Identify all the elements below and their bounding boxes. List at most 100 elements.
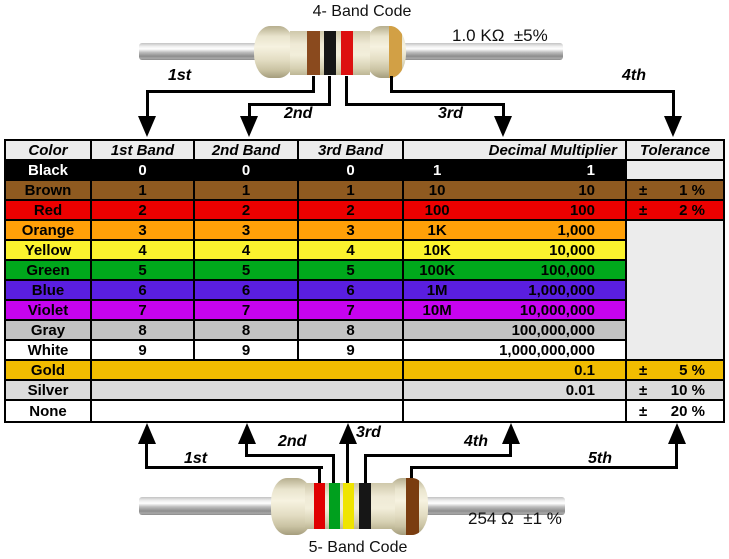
four-band-value: 1.0 KΩ ±5% [452,26,548,45]
multiplier-short: 10M [422,301,452,319]
row-white-multiplier: 1,000,000,000 [404,341,627,361]
multiplier-short: 1 [432,161,442,179]
arrow-top-3rd-horizontal [345,103,505,106]
row-white-band2: 9 [195,341,299,361]
column-header-3: 3rd Band [299,141,404,161]
multiplier-long: 1,000 [557,221,595,239]
gold-band [389,26,402,78]
row-yellow-band1: 4 [92,241,195,261]
arrow-up-4th-icon [502,423,520,444]
arrow-top-1st-stub [312,76,315,93]
row-gray-band1: 8 [92,321,195,341]
arrow-bottom-4th-vertical [509,442,512,457]
multiplier-short: 1K [427,221,447,239]
multiplier-long: 0.1 [574,361,595,379]
row-brown-band2: 1 [195,181,299,201]
row-none-color: None [6,401,92,421]
four-band-title: 4- Band Code [312,3,412,20]
row-none-bands-empty [92,401,404,421]
arrow-bottom-2nd-stub [332,454,335,483]
arrow-top-2nd-horizontal [248,103,331,106]
row-orange-band1: 3 [92,221,195,241]
arrow-bottom-2nd-vertical [245,442,248,457]
row-red-tolerance: ±2 % [627,201,723,221]
row-white-band3: 9 [299,341,404,361]
row-blue-band1: 6 [92,281,195,301]
arrow-top-3rd-stub [345,76,348,106]
row-black-color: Black [6,161,92,181]
row-green-band2: 5 [195,261,299,281]
column-header-5: Tolerance [627,141,723,161]
row-silver-color: Silver [6,381,92,401]
arrow-bottom-5th-vertical [675,442,678,469]
row-gray-multiplier: 100,000,000 [404,321,627,341]
arrow-bottom-1st-vertical [145,442,148,469]
row-yellow-band3: 4 [299,241,404,261]
plus-minus-sign: ± [639,402,648,420]
bottom-band-label-5th: 5th [588,450,612,467]
multiplier-long: 1 [586,161,595,179]
arrow-bottom-2nd-horizontal [245,454,335,457]
bottom-band-label-2nd: 2nd [278,433,307,450]
arrow-up-3rd-icon [339,423,357,444]
row-red-color: Red [6,201,92,221]
multiplier-short: 10K [423,241,451,259]
row-yellow-band2: 4 [195,241,299,261]
plus-minus-sign: ± [639,201,648,219]
row-violet-band2: 7 [195,301,299,321]
brown-band [406,478,419,535]
top-band-label-4th: 4th [622,67,646,84]
row-silver-multiplier: 0.01 [404,381,627,401]
arrow-top-1st-horizontal [146,90,315,93]
multiplier-short: 100 [424,201,450,219]
bottom-band-label-4th: 4th [464,433,488,450]
row-brown-multiplier: 10 10 [404,181,627,201]
multiplier-short: 1M [426,281,448,299]
yellow-band [343,483,354,529]
multiplier-long: 1,000,000,000 [499,341,595,359]
tolerance-value: 5 % [679,361,705,379]
row-red-band1: 2 [92,201,195,221]
row-white-color: White [6,341,92,361]
row-blue-multiplier: 1M 1,000,000 [404,281,627,301]
row-white-band1: 9 [92,341,195,361]
row-gold-multiplier: 0.1 [404,361,627,381]
multiplier-short: 10 [428,181,446,199]
tolerance-value: 10 % [670,381,705,399]
row-silver-bands-empty [92,381,404,401]
row-brown-color: Brown [6,181,92,201]
arrow-top-4th-horizontal [390,90,675,93]
multiplier-long: 0.01 [565,381,595,399]
row-gold-tolerance: ±5 % [627,361,723,381]
tolerance-value: 2 % [679,201,705,219]
arrow-top-4th-stub [390,76,393,93]
multiplier-long: 10,000,000 [519,301,595,319]
column-header-0: Color [6,141,92,161]
bottom-band-label-1st: 1st [184,450,208,467]
multiplier-short: 100K [419,261,456,279]
row-none-multiplier [404,401,627,421]
arrow-top-4th-vertical [672,90,675,120]
row-orange-band3: 3 [299,221,404,241]
row-violet-band3: 7 [299,301,404,321]
row-yellow-multiplier: 10K 10,000 [404,241,627,261]
brown-band [307,31,320,75]
row-orange-color: Orange [6,221,92,241]
row-gray-color: Gray [6,321,92,341]
arrow-up-1st-icon [138,423,156,444]
plus-minus-sign: ± [639,181,648,199]
row-green-multiplier: 100K 100,000 [404,261,627,281]
tolerance-empty-merged [627,221,723,361]
row-red-band3: 2 [299,201,404,221]
row-brown-tolerance: ±1 % [627,181,723,201]
plus-minus-sign: ± [639,361,648,379]
arrow-down-2nd-icon [240,116,258,137]
tolerance-value: 20 % [670,402,705,420]
row-blue-band2: 6 [195,281,299,301]
row-blue-color: Blue [6,281,92,301]
arrow-top-2nd-vertical [248,103,251,120]
five-band-title: 5- Band Code [308,539,408,556]
arrow-top-1st-vertical [146,90,149,120]
arrow-bottom-1st-horizontal [145,466,323,469]
